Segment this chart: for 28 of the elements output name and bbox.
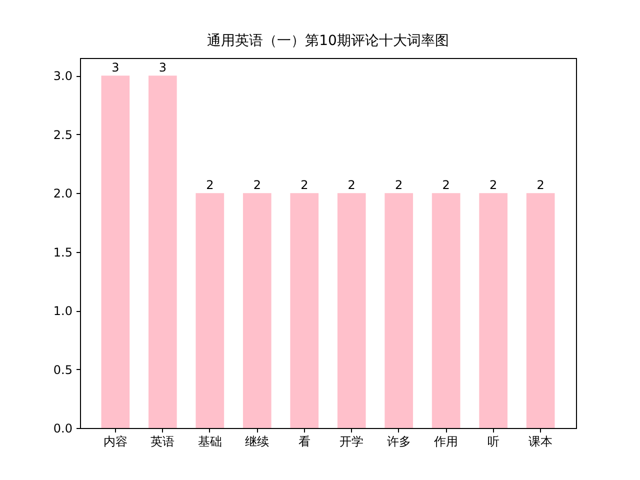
y-tick-label: 0.0	[53, 422, 72, 436]
x-tick-label: 开学	[340, 434, 364, 448]
data-label: 2	[206, 178, 214, 192]
x-tick-label: 内容	[103, 434, 128, 448]
y-tick-label: 2.5	[53, 128, 72, 142]
y-tick-label: 1.0	[53, 304, 72, 318]
data-label: 2	[490, 178, 498, 192]
data-label: 2	[348, 178, 356, 192]
x-tick-label: 基础	[198, 434, 222, 448]
x-tick-label: 继续	[245, 434, 270, 448]
x-tick-label: 看	[298, 434, 310, 448]
data-label: 2	[395, 178, 403, 192]
x-tick-label: 听	[487, 434, 500, 448]
y-tick-label: 0.5	[53, 362, 72, 377]
x-tick-label: 英语	[150, 434, 175, 448]
y-tick-label: 2.0	[53, 186, 72, 201]
chart-title: 通用英语（一）第10期评论十大词率图	[207, 33, 449, 49]
y-tick-label: 3.0	[53, 69, 72, 84]
y-tick-label: 1.5	[53, 245, 72, 260]
data-label: 2	[536, 178, 544, 192]
data-label: 3	[158, 60, 166, 75]
x-tick-label: 课本	[528, 434, 553, 448]
x-tick-label: 许多	[386, 434, 411, 448]
data-label: 3	[112, 60, 120, 75]
x-tick-label: 作用	[433, 434, 458, 448]
data-label: 2	[253, 178, 261, 192]
data-label: 2	[300, 178, 308, 192]
data-label: 2	[442, 178, 450, 192]
